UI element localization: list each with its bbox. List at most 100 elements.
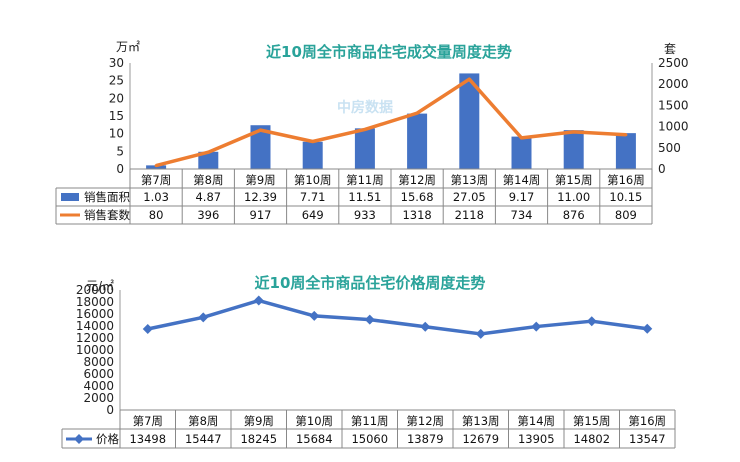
x-tick-label: 第13周 <box>462 414 500 428</box>
line-marker <box>253 295 264 306</box>
x-tick-label: 第12周 <box>398 173 436 187</box>
bar <box>615 133 636 169</box>
x-tick-label: 第8周 <box>193 173 223 187</box>
right-axis-unit: 套 <box>664 42 676 56</box>
data-label: 15447 <box>185 432 222 446</box>
x-tick-label: 第11周 <box>351 414 389 428</box>
y-tick: 10000 <box>76 343 114 357</box>
x-tick-label: 第10周 <box>294 173 332 187</box>
bar <box>198 151 219 169</box>
bar <box>250 125 271 169</box>
data-label: 12.39 <box>244 190 277 204</box>
line-point <box>206 150 210 154</box>
x-tick-label: 第16周 <box>607 173 645 187</box>
line-marker <box>142 324 153 335</box>
bar <box>407 113 428 169</box>
line-marker <box>364 314 375 325</box>
data-label: 933 <box>354 208 376 222</box>
y-tick-right: 500 <box>658 141 681 155</box>
data-label: 80 <box>149 208 164 222</box>
data-label: 27.05 <box>453 190 486 204</box>
bar <box>302 141 323 169</box>
watermark: 中房数据 <box>337 99 393 116</box>
line-point <box>624 133 628 137</box>
y-tick-right: 2500 <box>658 56 689 70</box>
x-tick-label: 第15周 <box>555 173 593 187</box>
data-label: 7.71 <box>300 190 326 204</box>
bar <box>459 73 480 169</box>
y-tick-left: 25 <box>109 74 124 88</box>
y-tick: 20000 <box>76 283 114 297</box>
x-tick-label: 第8周 <box>188 414 218 428</box>
series-line <box>155 77 626 168</box>
y-tick-left: 15 <box>109 109 124 123</box>
data-label: 2118 <box>455 208 484 222</box>
legend-label: 销售套数 <box>84 208 130 222</box>
y-tick: 0 <box>106 403 114 417</box>
left-axis-unit: 万㎡ <box>116 40 140 54</box>
chart-title: 近10周全市商品住宅成交量周度走势 <box>266 43 512 61</box>
line-point <box>572 130 576 134</box>
bar <box>563 130 584 169</box>
y-tick-right: 1000 <box>658 120 689 134</box>
y-tick: 4000 <box>83 379 114 393</box>
data-label: 13879 <box>407 432 444 446</box>
data-label: 4.87 <box>195 190 221 204</box>
line-marker <box>420 321 431 332</box>
x-tick-label: 第13周 <box>450 173 488 187</box>
price-chart: 近10周全市商品住宅价格周度走势 元/㎡ 020004000600080001000… <box>61 274 676 449</box>
data-label: 13547 <box>629 432 666 446</box>
x-tick-label: 第14周 <box>503 173 541 187</box>
data-label: 15684 <box>296 432 333 446</box>
bar <box>146 165 167 169</box>
data-label: 876 <box>563 208 585 222</box>
x-tick-label: 第12周 <box>406 414 444 428</box>
data-label: 1.03 <box>143 190 169 204</box>
y-tick-left: 10 <box>109 127 124 141</box>
line-point <box>154 164 158 168</box>
line-marker <box>642 323 653 334</box>
line-point <box>520 136 523 140</box>
data-label: 809 <box>615 208 637 222</box>
x-tick-label: 第10周 <box>295 414 333 428</box>
data-label: 649 <box>302 208 324 222</box>
data-label: 12679 <box>462 432 499 446</box>
bar <box>354 128 375 169</box>
legend-key-bar <box>61 193 79 201</box>
y-tick: 8000 <box>83 355 114 369</box>
y-tick-left: 30 <box>109 56 124 70</box>
x-tick-label: 第7周 <box>141 173 171 187</box>
y-tick: 2000 <box>83 391 114 405</box>
x-tick-label: 第14周 <box>517 414 555 428</box>
y-tick: 14000 <box>76 319 114 333</box>
line-point <box>415 111 419 115</box>
chart-title: 近10周全市商品住宅价格周度走势 <box>255 274 486 292</box>
data-label: 917 <box>250 208 272 222</box>
line-marker <box>475 328 486 339</box>
x-tick-label: 第7周 <box>133 414 163 428</box>
data-label: 15060 <box>351 432 388 446</box>
data-label: 15.68 <box>401 190 434 204</box>
y-tick: 12000 <box>76 331 114 345</box>
line-point <box>363 127 367 131</box>
x-tick-label: 第9周 <box>244 414 274 428</box>
y-tick: 6000 <box>83 367 114 381</box>
data-label: 18245 <box>240 432 277 446</box>
y-tick-right: 0 <box>658 162 666 176</box>
x-tick-label: 第16周 <box>628 414 666 428</box>
y-tick-left: 0 <box>116 162 124 176</box>
y-tick-left: 20 <box>109 91 124 105</box>
line-point <box>311 139 315 143</box>
y-tick: 18000 <box>76 295 114 309</box>
line-point <box>467 77 471 81</box>
line-point <box>259 128 262 132</box>
series-line <box>147 298 648 336</box>
legend-label: 价格 <box>96 432 119 446</box>
x-tick-label: 第9周 <box>245 173 275 187</box>
data-label: 10.15 <box>609 190 642 204</box>
bar <box>511 136 532 169</box>
data-label: 11.51 <box>348 190 381 204</box>
y-tick-right: 2000 <box>658 77 689 91</box>
